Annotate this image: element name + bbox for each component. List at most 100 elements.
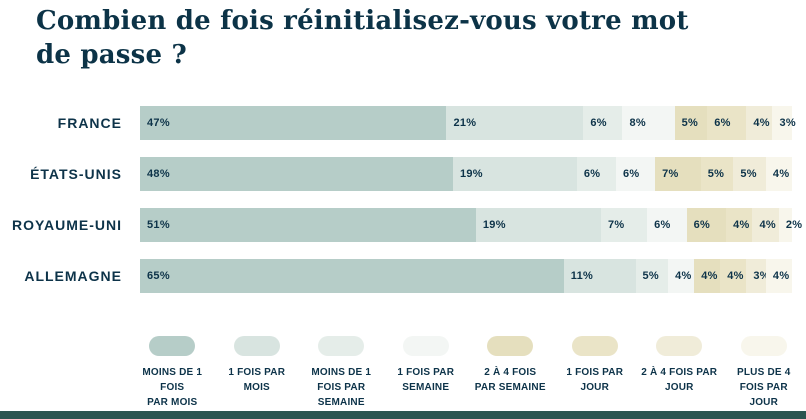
stacked-bar: 47% 21% 6% 8% 5% 6% 4% 3%: [140, 106, 796, 140]
segment-value: 6%: [590, 117, 607, 129]
bar-segment: 6%: [647, 208, 687, 242]
legend-label: PLUS DE 4 FOIS PAR JOUR: [737, 367, 791, 408]
segment-value: 4%: [733, 219, 750, 231]
legend-swatch: [656, 336, 703, 356]
bar-segment: 5%: [635, 259, 669, 293]
segment-value: 7%: [662, 168, 679, 180]
legend-label: 2 À 4 FOIS PAR JOUR: [641, 367, 718, 393]
legend-swatch: [487, 336, 534, 356]
segment-value: 3%: [779, 117, 796, 129]
bar-segment: 48%: [140, 157, 453, 191]
chart-row: FRANCE 47% 21% 6% 8% 5% 6% 4% 3%: [0, 106, 806, 140]
segment-value: 8%: [629, 117, 646, 129]
segment-value: 6%: [622, 168, 640, 180]
legend-label: MOINS DE 1 FOIS PAR SEMAINE: [311, 367, 372, 408]
bar-segment: 8%: [622, 106, 675, 140]
segment-value: 19%: [459, 168, 483, 180]
bar-segment: 47%: [140, 106, 447, 140]
bar-segment: 65%: [140, 259, 564, 293]
bar-segment: 4%: [668, 259, 695, 293]
segment-value: 4%: [701, 270, 718, 282]
legend-item: 2 À 4 FOIS PAR JOUR: [637, 336, 722, 410]
bar-segment: 6%: [707, 106, 747, 140]
segment-value: 5%: [642, 270, 660, 282]
segment-value: 4%: [753, 117, 770, 129]
bar-segment: 19%: [475, 208, 601, 242]
segment-value: 6%: [654, 219, 671, 231]
segment-value: 5%: [707, 168, 725, 180]
bar-segment: 11%: [563, 259, 636, 293]
bar-segment: 3%: [746, 259, 770, 293]
legend-swatch: [740, 336, 787, 356]
segment-value: 4%: [675, 270, 692, 282]
legend-label: 1 FOIS PAR MOIS: [228, 367, 286, 393]
bar-segment: 6%: [576, 157, 616, 191]
segment-value: 48%: [147, 168, 170, 180]
legend-item: 1 FOIS PAR JOUR: [553, 336, 638, 410]
segment-value: 19%: [482, 219, 506, 231]
legend-item: 1 FOIS PAR SEMAINE: [384, 336, 469, 410]
legend-label: 2 À 4 FOIS PAR SEMAINE: [474, 367, 546, 393]
legend-swatch: [318, 336, 365, 356]
segment-value: 4%: [759, 219, 776, 231]
bar-segment: 51%: [140, 208, 476, 242]
segment-value: 4%: [727, 270, 744, 282]
segment-value: 7%: [608, 219, 625, 231]
legend-label: MOINS DE 1 FOIS PAR MOIS: [142, 367, 203, 408]
bar-segment: 6%: [583, 106, 623, 140]
segment-value: 2%: [785, 219, 803, 231]
bar-segment: 7%: [655, 157, 701, 191]
bar-segment: 6%: [686, 208, 727, 242]
bar-segment: 4%: [765, 157, 792, 191]
segment-value: 47%: [147, 117, 170, 129]
legend-swatch: [571, 336, 618, 356]
bar-segment: 5%: [733, 157, 766, 191]
segment-value: 51%: [147, 219, 170, 231]
segment-value: 6%: [714, 117, 731, 129]
segment-value: 5%: [681, 117, 699, 129]
legend-swatch: [149, 336, 196, 356]
bar-segment: 4%: [720, 259, 747, 293]
segment-value: 6%: [583, 168, 601, 180]
category-label: ALLEMAGNE: [24, 268, 122, 284]
bar-segment: 4%: [746, 106, 773, 140]
bar-segment: 6%: [615, 157, 656, 191]
category-label: ROYAUME-UNI: [11, 217, 122, 233]
bar-segment: 2%: [778, 208, 802, 242]
legend-item: 1 FOIS PAR MOIS: [215, 336, 300, 410]
bar-segment: 4%: [752, 208, 779, 242]
legend-item: 2 À 4 FOIS PAR SEMAINE: [468, 336, 553, 410]
segment-value: 5%: [740, 168, 757, 180]
bar-segment: 21%: [446, 106, 584, 140]
bar-segment: 19%: [452, 157, 577, 191]
bar-segment: 4%: [694, 259, 721, 293]
stacked-bar: 48% 19% 6% 6% 7% 5% 5% 4%: [140, 157, 792, 191]
chart-row: ALLEMAGNE 65% 11% 5% 4% 4% 4% 3% 4%: [0, 259, 806, 293]
bar-segment: 4%: [765, 259, 792, 293]
segment-value: 21%: [453, 117, 477, 129]
legend-item: PLUS DE 4 FOIS PAR JOUR: [722, 336, 806, 410]
bar-segment: 5%: [700, 157, 734, 191]
segment-value: 3%: [753, 270, 770, 282]
legend-item: MOINS DE 1 FOIS PAR MOIS: [130, 336, 215, 410]
bar-segment: 4%: [726, 208, 753, 242]
bar-segment: 7%: [601, 208, 648, 242]
segment-value: 65%: [147, 270, 170, 282]
category-label: ÉTATS-UNIS: [30, 166, 122, 182]
chart-title: Combien de fois réinitialisez-vous votre…: [36, 6, 689, 70]
legend-label: 1 FOIS PAR JOUR: [566, 367, 624, 393]
legend-label: 1 FOIS PAR SEMAINE: [397, 367, 455, 393]
stacked-bar: 65% 11% 5% 4% 4% 4% 3% 4%: [140, 259, 792, 293]
chart-row: ÉTATS-UNIS 48% 19% 6% 6% 7% 5% 5% 4%: [0, 157, 806, 191]
stacked-bar-chart: FRANCE 47% 21% 6% 8% 5% 6% 4% 3% ÉTATS-UNIS 48% 19%…: [0, 106, 806, 310]
legend-item: MOINS DE 1 FOIS PAR SEMAINE: [299, 336, 384, 410]
category-label: FRANCE: [57, 115, 122, 131]
chart-legend: MOINS DE 1 FOIS PAR MOIS 1 FOIS PAR MOIS M…: [130, 336, 806, 410]
legend-swatch: [233, 336, 280, 356]
segment-value: 4%: [772, 270, 790, 282]
bar-segment: 3%: [772, 106, 796, 140]
stacked-bar: 51% 19% 7% 6% 6% 4% 4% 2%: [140, 208, 802, 242]
bar-segment: 5%: [674, 106, 708, 140]
segment-value: 6%: [693, 219, 711, 231]
bottom-strip: [0, 411, 806, 419]
